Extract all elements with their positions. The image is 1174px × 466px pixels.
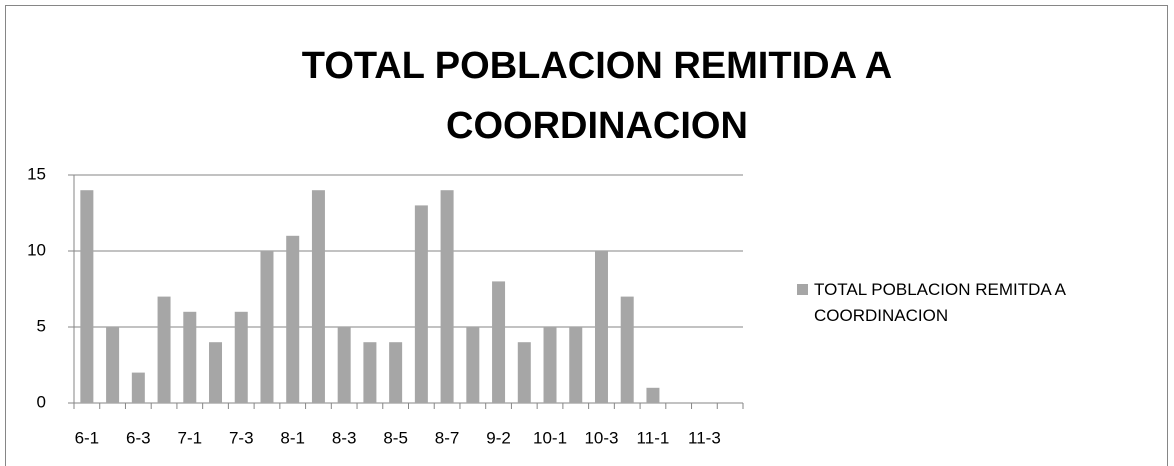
bar — [466, 327, 480, 403]
x-tick-label: 7-1 — [177, 428, 202, 447]
y-tick-label: 15 — [27, 164, 46, 183]
legend-label: TOTAL POBLACION REMITDA A COORDINACION — [814, 280, 1065, 325]
bar — [517, 342, 531, 403]
x-tick-label: 10-3 — [584, 428, 618, 447]
bar — [363, 342, 377, 403]
bar — [414, 205, 428, 403]
bar — [620, 296, 634, 403]
bar — [646, 387, 660, 403]
bar — [543, 327, 557, 403]
bar — [80, 190, 94, 403]
legend-swatch — [797, 284, 808, 295]
bar — [209, 342, 223, 403]
chart-title: TOTAL POBLACION REMITIDA A COORDINACION — [301, 45, 893, 147]
bar — [569, 327, 583, 403]
x-tick-label: 7-3 — [229, 428, 254, 447]
bar — [106, 327, 120, 403]
bar — [311, 190, 325, 403]
y-tick-label: 5 — [37, 316, 46, 335]
bar — [183, 311, 197, 403]
bar — [389, 342, 403, 403]
x-tick-label: 6-3 — [126, 428, 151, 447]
bar — [260, 251, 274, 403]
bar — [157, 296, 171, 403]
x-tick-label: 11-1 — [637, 428, 670, 447]
y-tick-label: 10 — [27, 240, 46, 259]
bar — [594, 251, 608, 403]
bar — [440, 190, 454, 403]
bar — [131, 372, 145, 403]
bar — [337, 327, 351, 403]
x-tick-label: 9-2 — [486, 428, 511, 447]
chart-frame — [5, 5, 1168, 466]
x-tick-label: 11-3 — [688, 428, 721, 447]
legend: TOTAL POBLACION REMITDA A COORDINACION — [797, 277, 1154, 329]
x-tick-label: 8-1 — [280, 428, 305, 447]
x-tick-label: 8-3 — [332, 428, 357, 447]
x-tick-label: 8-7 — [435, 428, 460, 447]
x-tick-label: 10-1 — [533, 428, 567, 447]
bar — [286, 235, 300, 403]
bar — [234, 311, 248, 403]
y-tick-label: 0 — [37, 392, 46, 411]
bar — [492, 281, 506, 403]
x-tick-label: 6-1 — [75, 428, 100, 447]
x-tick-label: 8-5 — [383, 428, 408, 447]
